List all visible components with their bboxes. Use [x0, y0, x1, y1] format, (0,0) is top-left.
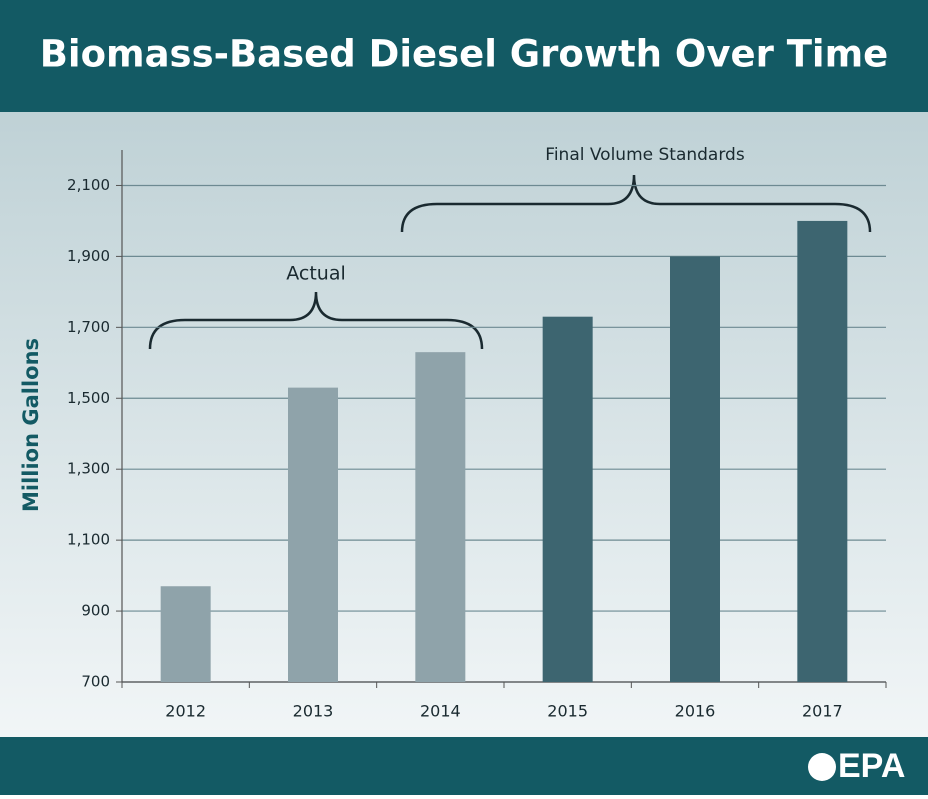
bar: [415, 352, 466, 682]
logo: EPA: [808, 747, 905, 785]
chart-title: Biomass-Based Diesel Growth Over Time: [40, 33, 889, 76]
y-tick-label: 700: [81, 673, 110, 691]
y-tick-label: 1,700: [67, 318, 110, 336]
y-tick-label: 2,100: [67, 176, 110, 194]
y-tick-label: 1,500: [67, 389, 110, 407]
logo-text: EPA: [838, 747, 905, 785]
brace: [400, 174, 872, 233]
bar: [160, 586, 211, 682]
y-axis-label: Million Gallons: [19, 338, 43, 512]
x-tick-label: 2012: [165, 702, 206, 721]
x-tick-label: 2014: [420, 702, 461, 721]
y-tick-label: 1,100: [67, 531, 110, 549]
bar: [670, 256, 720, 682]
bar: [542, 316, 593, 682]
y-tick-label: 1,900: [67, 247, 110, 265]
y-tick-label: 900: [81, 602, 110, 620]
bar: [797, 220, 848, 682]
x-tick-label: 2013: [293, 702, 334, 721]
footer-band: [0, 737, 928, 795]
header-band: [0, 0, 928, 112]
y-tick-label: 1,300: [67, 460, 110, 478]
bar: [288, 387, 338, 682]
brace: [148, 291, 484, 350]
x-tick-label: 2015: [547, 702, 588, 721]
annotation: Actual: [286, 263, 346, 285]
x-tick-label: 2016: [675, 702, 716, 721]
annotation: Final Volume Standards: [545, 145, 745, 165]
logo-mark: [808, 753, 836, 781]
x-tick-label: 2017: [802, 702, 843, 721]
